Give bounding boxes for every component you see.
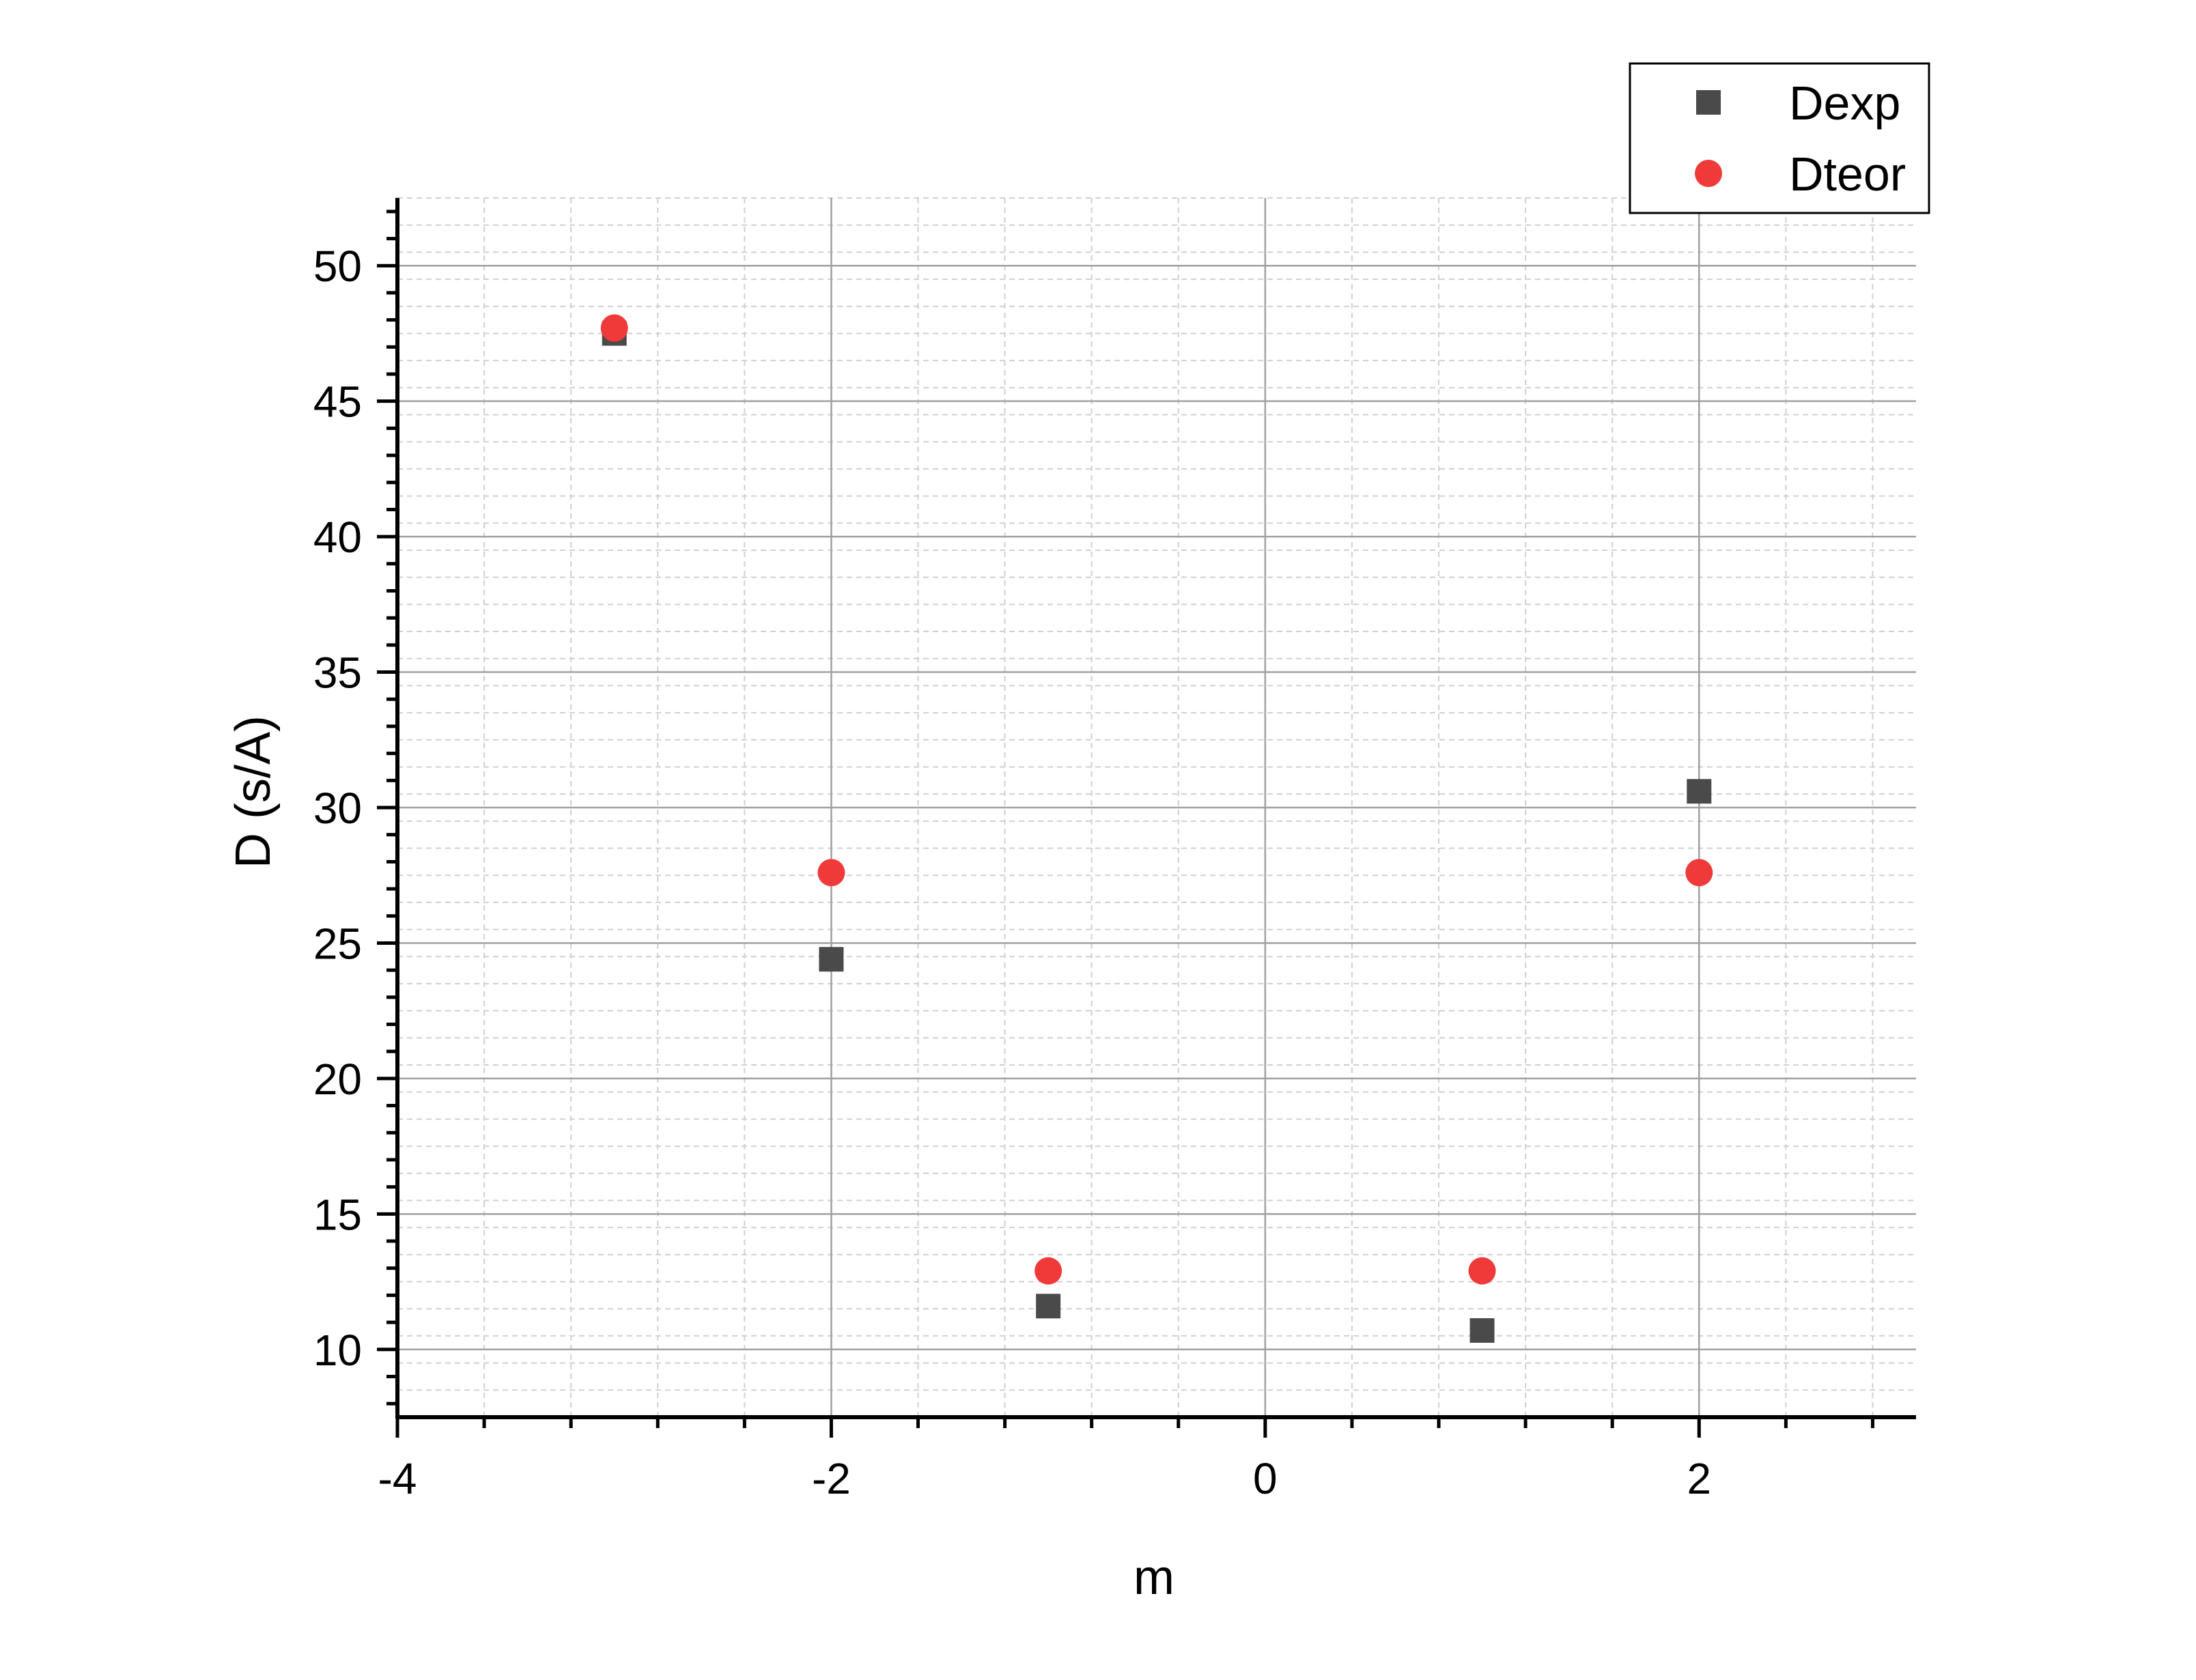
y-tick-labels: 10 15 20 25 30 35 40 45 50 — [313, 242, 362, 1375]
legend-marker-dexp — [1696, 90, 1721, 115]
point-dteor — [817, 859, 845, 887]
y-tick-label: 20 — [313, 1055, 362, 1104]
y-tick-label: 40 — [313, 513, 362, 562]
y-tick-label: 15 — [313, 1190, 362, 1239]
data-points — [600, 314, 1713, 1343]
point-dexp — [819, 947, 844, 972]
point-dteor — [1468, 1257, 1496, 1285]
y-axis-title: D (s/A) — [226, 715, 281, 868]
legend-marker-dteor — [1695, 160, 1722, 187]
x-tick-label: 2 — [1687, 1454, 1711, 1503]
y-tick-label: 25 — [313, 919, 362, 968]
legend-label-dteor: Dteor — [1789, 147, 1906, 201]
y-tick-label: 30 — [313, 784, 362, 833]
x-tick-label: -4 — [378, 1454, 417, 1503]
point-dteor — [1034, 1257, 1062, 1285]
y-tick-label: 50 — [313, 242, 362, 291]
legend-box — [1629, 62, 1930, 214]
y-tick-label: 35 — [313, 649, 362, 698]
y-tick-label: 10 — [313, 1326, 362, 1375]
x-tick-label: -2 — [812, 1454, 851, 1503]
point-dteor — [600, 314, 628, 342]
legend: Dexp Dteor — [1629, 62, 1930, 214]
point-dexp — [1036, 1294, 1061, 1319]
x-tick-labels: -4 -2 0 2 — [378, 1454, 1712, 1503]
major-grid — [396, 198, 1916, 1417]
x-tick-label: 0 — [1253, 1454, 1278, 1503]
legend-label-dexp: Dexp — [1789, 76, 1900, 130]
point-dteor — [1685, 859, 1713, 887]
point-dexp — [1469, 1318, 1495, 1343]
point-dexp — [1687, 779, 1712, 804]
y-tick-label: 45 — [313, 378, 362, 427]
tick-marks — [377, 210, 1874, 1438]
x-axis-title: m — [1134, 1550, 1174, 1605]
